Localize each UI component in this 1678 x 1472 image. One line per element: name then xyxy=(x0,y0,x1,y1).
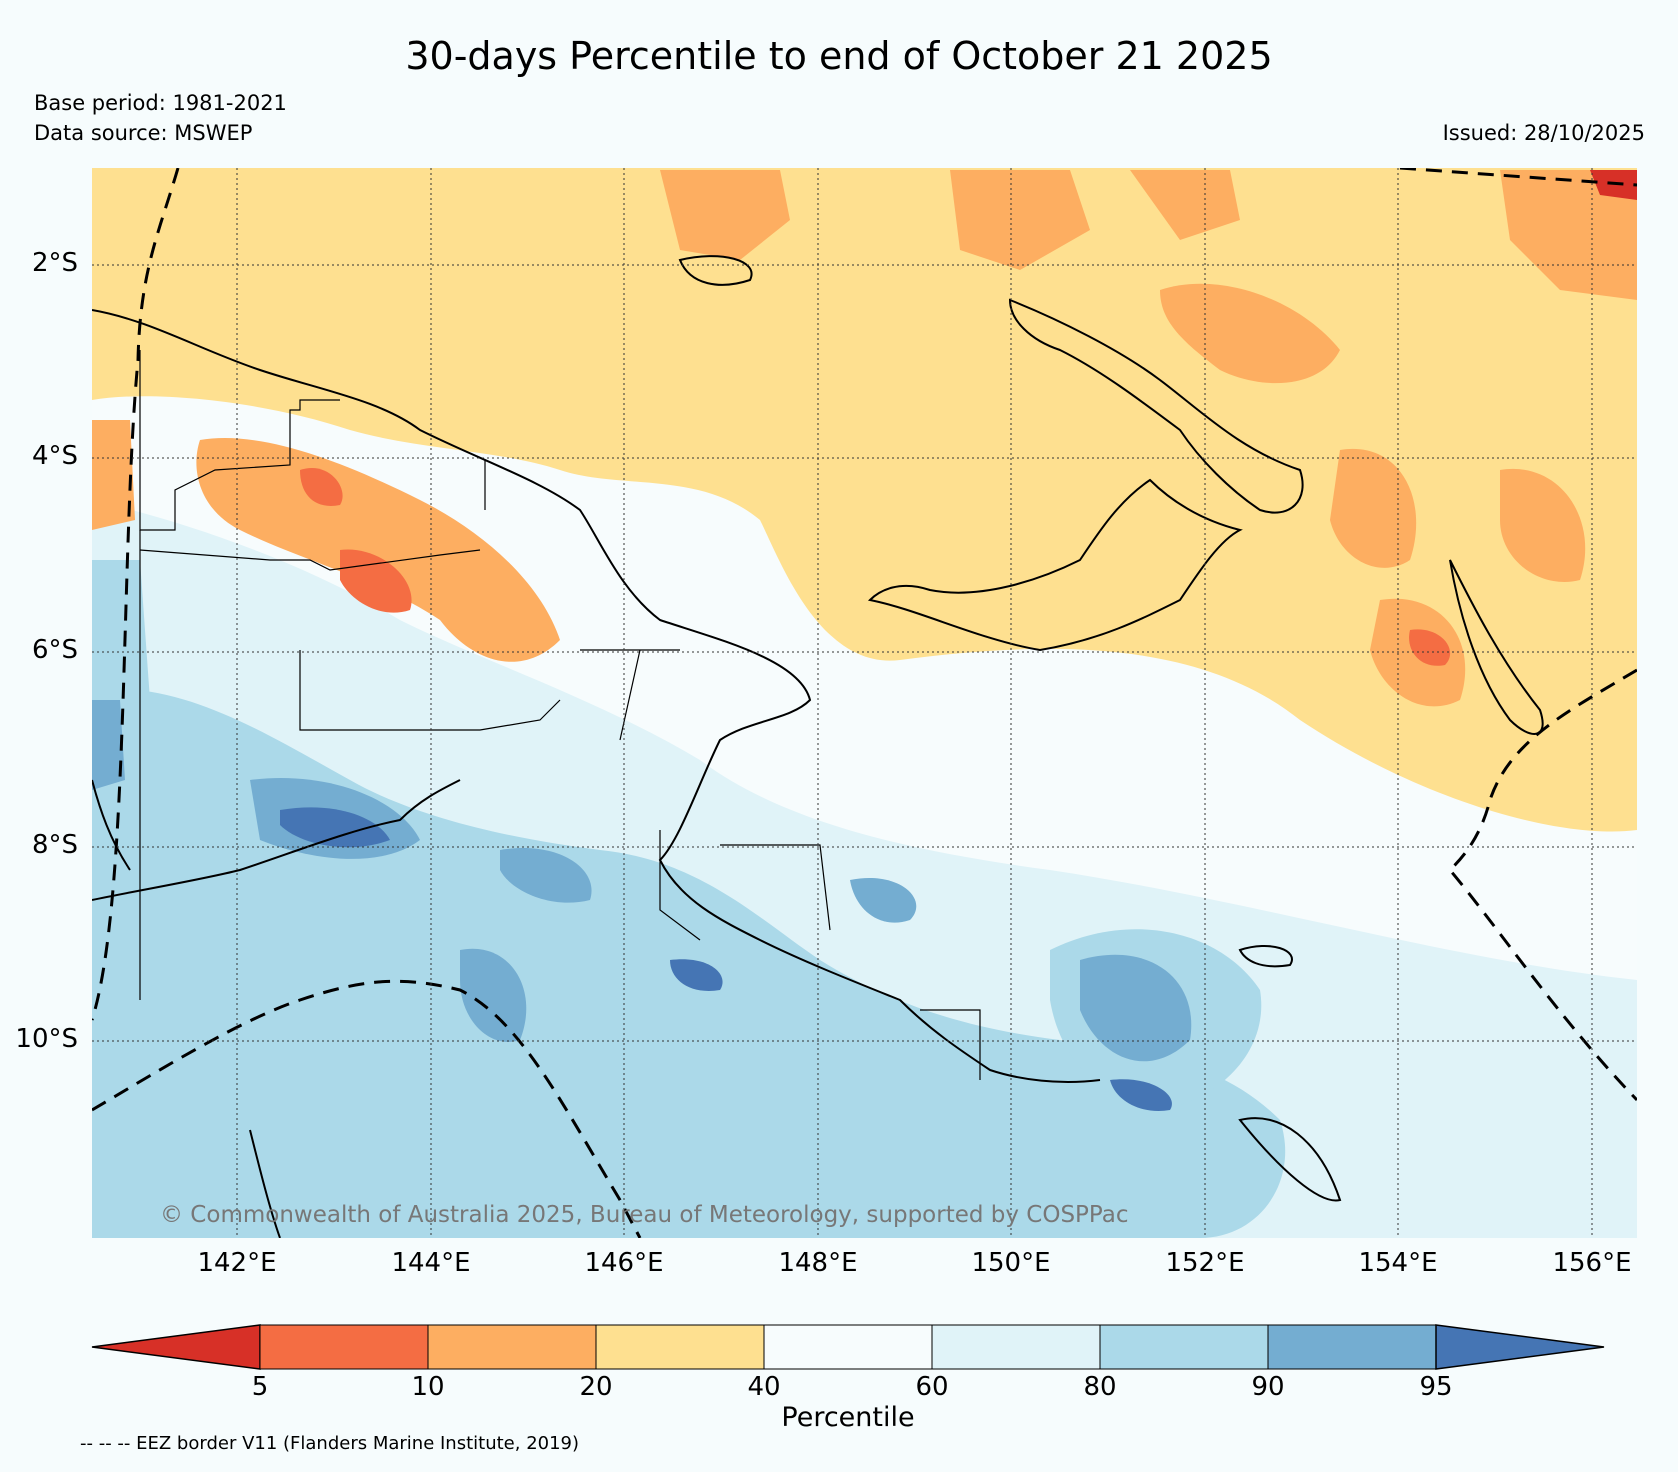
map-title: 30-days Percentile to end of October 21 … xyxy=(405,34,1273,78)
colorbar-tick: 60 xyxy=(915,1372,949,1402)
colorbar-tick: 90 xyxy=(1251,1372,1285,1402)
lat-label: 10°S xyxy=(15,1024,78,1054)
band-5-10 xyxy=(340,549,412,613)
base-period: Base period: 1981-2021 xyxy=(34,91,287,115)
gridlines xyxy=(92,168,1637,1238)
colorbar-segment xyxy=(763,1324,933,1370)
lon-label: 142°E xyxy=(197,1248,277,1278)
eez-legend-note: -- -- -- EEZ border V11 (Flanders Marine… xyxy=(80,1433,580,1454)
band-10-20 xyxy=(660,170,790,260)
colorbar-segment xyxy=(259,1324,429,1370)
lat-label: 4°S xyxy=(31,441,78,471)
colorbar-segment xyxy=(427,1324,597,1370)
data-source: Data source: MSWEP xyxy=(34,121,253,145)
lon-label: 156°E xyxy=(1552,1248,1632,1278)
lon-label: 152°E xyxy=(1165,1248,1245,1278)
lat-label: 2°S xyxy=(31,248,78,278)
colorbar-tick: 80 xyxy=(1083,1372,1117,1402)
province-borders xyxy=(139,350,981,1080)
lon-label: 144°E xyxy=(391,1248,471,1278)
lat-label: 8°S xyxy=(31,830,78,860)
lon-label: 148°E xyxy=(778,1248,858,1278)
colorbar-tick: 10 xyxy=(411,1372,445,1402)
coastline xyxy=(92,255,1544,1238)
band-95-plus xyxy=(280,807,390,848)
colorbar-tick: 95 xyxy=(1419,1372,1453,1402)
colorbar-segment xyxy=(1099,1324,1269,1370)
lon-label: 146°E xyxy=(584,1248,664,1278)
issued-date: Issued: 28/10/2025 xyxy=(1442,121,1645,145)
lon-label: 150°E xyxy=(971,1248,1051,1278)
lon-label: 154°E xyxy=(1358,1248,1438,1278)
colorbar-segment xyxy=(1267,1324,1437,1370)
colorbar-tick: 20 xyxy=(579,1372,613,1402)
colorbar-extend-low xyxy=(91,1324,261,1370)
colorbar-label: Percentile xyxy=(781,1402,915,1433)
colorbar-tick: 5 xyxy=(251,1372,269,1402)
colorbar-segment xyxy=(931,1324,1101,1370)
colorbar-tick: 40 xyxy=(747,1372,781,1402)
colorbar-extend-high xyxy=(1435,1324,1605,1370)
copyright-notice: © Commonwealth of Australia 2025, Bureau… xyxy=(160,1202,1129,1228)
colorbar xyxy=(91,1324,1605,1370)
colorbar-segment xyxy=(595,1324,765,1370)
map-area xyxy=(92,168,1637,1238)
eez-border xyxy=(92,168,1637,1238)
lat-label: 6°S xyxy=(31,635,78,665)
